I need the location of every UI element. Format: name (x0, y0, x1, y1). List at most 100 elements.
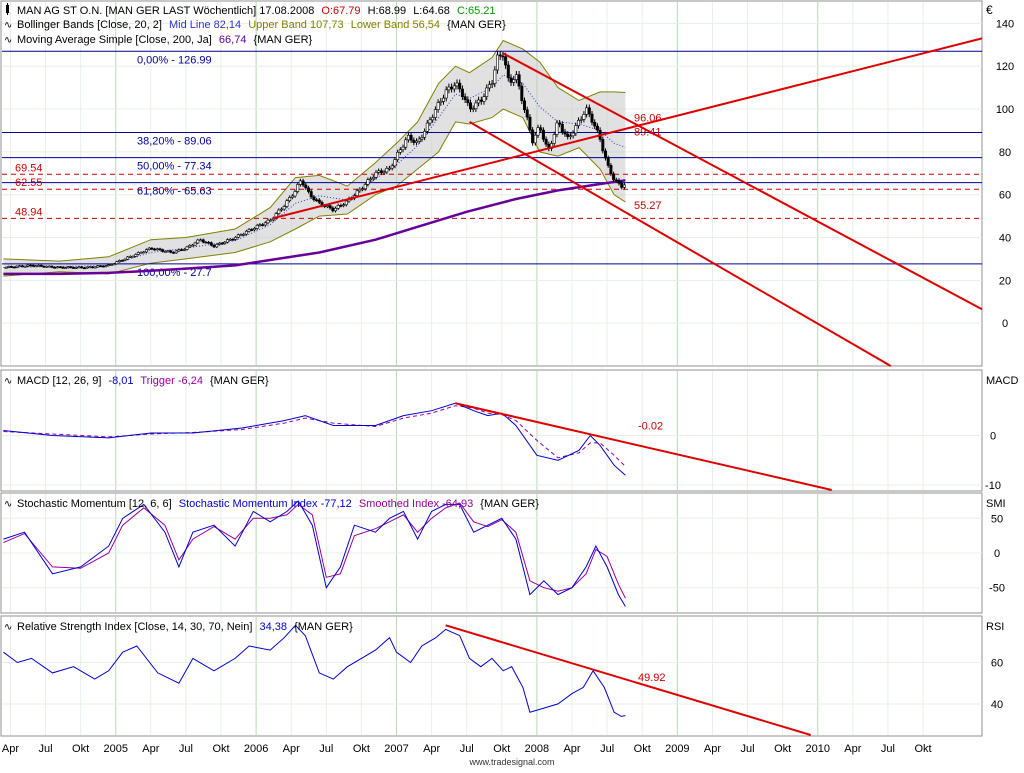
price-candle (239, 234, 243, 237)
price-candle (20, 265, 24, 268)
price-candle (10, 266, 14, 268)
price-candle (301, 180, 305, 186)
price-candle (614, 179, 618, 182)
x-tick-label: Apr (142, 743, 159, 755)
price-candle (207, 241, 211, 244)
price-candle (504, 56, 508, 66)
x-tick-label: Okt (353, 743, 370, 755)
price-candle (371, 176, 375, 180)
price-candle (493, 69, 497, 84)
price-candle (101, 265, 105, 268)
price-candle (247, 229, 251, 232)
price-candle (398, 149, 402, 153)
price-candle (312, 196, 316, 201)
price-candle (612, 173, 616, 181)
price-candle (444, 89, 448, 99)
bollinger-upper-line (3, 39, 626, 262)
price-candle (601, 139, 605, 152)
price-candle (109, 264, 113, 266)
price-candle (50, 265, 54, 268)
price-candle (463, 96, 467, 100)
price-candle (577, 120, 581, 126)
x-tick-label: Jul (740, 743, 754, 755)
price-candle (533, 134, 537, 144)
sma-legend-name: Moving Average Simple [Close, 200, Ja] (17, 34, 212, 46)
macd-panel[interactable] (0, 369, 983, 492)
svg-text:Relative Strength Index [Close: Relative Strength Index [Close, 14, 30, … (17, 621, 353, 633)
price-candle (158, 248, 162, 251)
rsi-y-tick-label: 40 (991, 699, 1003, 711)
price-candle (120, 260, 124, 262)
price-candle (431, 117, 435, 121)
price-candle (201, 239, 205, 243)
price-candle (541, 129, 545, 140)
price-candle (336, 205, 340, 209)
fib-level-label: 50,00% - 77.34 (137, 161, 212, 173)
price-candle (220, 242, 224, 245)
x-tick-label: Jul (881, 743, 895, 755)
price-candle (490, 83, 494, 85)
price-candle (234, 236, 238, 240)
smi-smoothed-line (3, 502, 626, 599)
price-candle (520, 85, 524, 102)
price-candle (423, 131, 427, 138)
price-candle (563, 131, 567, 135)
price-candle (517, 74, 521, 87)
price-candle (215, 244, 219, 248)
price-candle (487, 84, 491, 89)
price-candle (496, 54, 500, 71)
price-candle (82, 267, 86, 270)
price-candle (236, 234, 240, 238)
x-tick-label: Jul (600, 743, 614, 755)
price-candle (582, 113, 586, 120)
price-candle (390, 165, 394, 169)
price-candle (593, 122, 597, 127)
price-candle (226, 239, 230, 243)
price-candle (61, 266, 65, 269)
x-tick-label: Apr (704, 743, 721, 755)
rsi-y-tick-label: 60 (991, 658, 1003, 670)
price-candle (498, 54, 502, 57)
price-candle (115, 261, 119, 265)
price-candle (566, 133, 570, 137)
price-candle (512, 79, 516, 83)
price-candle (307, 187, 311, 192)
price-candle (595, 125, 599, 131)
indicator-wave-icon: ∿ (4, 499, 12, 510)
price-candle (55, 266, 59, 269)
price-trendline (272, 37, 983, 220)
price-candle (47, 265, 51, 268)
smi-line (3, 500, 626, 607)
rsi-panel[interactable] (0, 615, 983, 737)
price-candle (93, 266, 97, 269)
x-tick-label: Okt (72, 743, 89, 755)
price-candle (366, 179, 370, 185)
price-candle (112, 263, 116, 266)
ohlc-open: O:67.79 (321, 5, 360, 17)
price-candle (196, 239, 200, 244)
x-tick-label: Okt (634, 743, 651, 755)
price-candle (328, 205, 332, 209)
price-candle (180, 249, 184, 251)
price-candle (587, 107, 591, 115)
svg-text:Moving Average Simple [Close,: Moving Average Simple [Close, 200, Ja] 6… (17, 34, 313, 46)
sma-legend-symbol: {MAN GER} (254, 34, 313, 46)
x-tick-label: 2010 (805, 743, 829, 755)
rsi-annotation: 49.92 (638, 672, 666, 684)
price-candle (53, 267, 57, 269)
macd-legend-trigger: Trigger -6,24 (140, 375, 203, 387)
fib-level-label: 38,20% - 89.06 (137, 135, 212, 147)
price-candle (525, 109, 529, 118)
price-candle (622, 184, 626, 188)
price-candle (355, 190, 359, 196)
price-candle (250, 229, 254, 231)
price-candle (485, 87, 489, 97)
price-candle (452, 85, 456, 90)
smi-y-tick-label: -50 (989, 583, 1005, 595)
price-candle (415, 140, 419, 143)
price-candle (428, 119, 432, 124)
price-candle (223, 241, 227, 244)
price-candle (58, 266, 62, 269)
x-tick-label: Apr (423, 743, 440, 755)
